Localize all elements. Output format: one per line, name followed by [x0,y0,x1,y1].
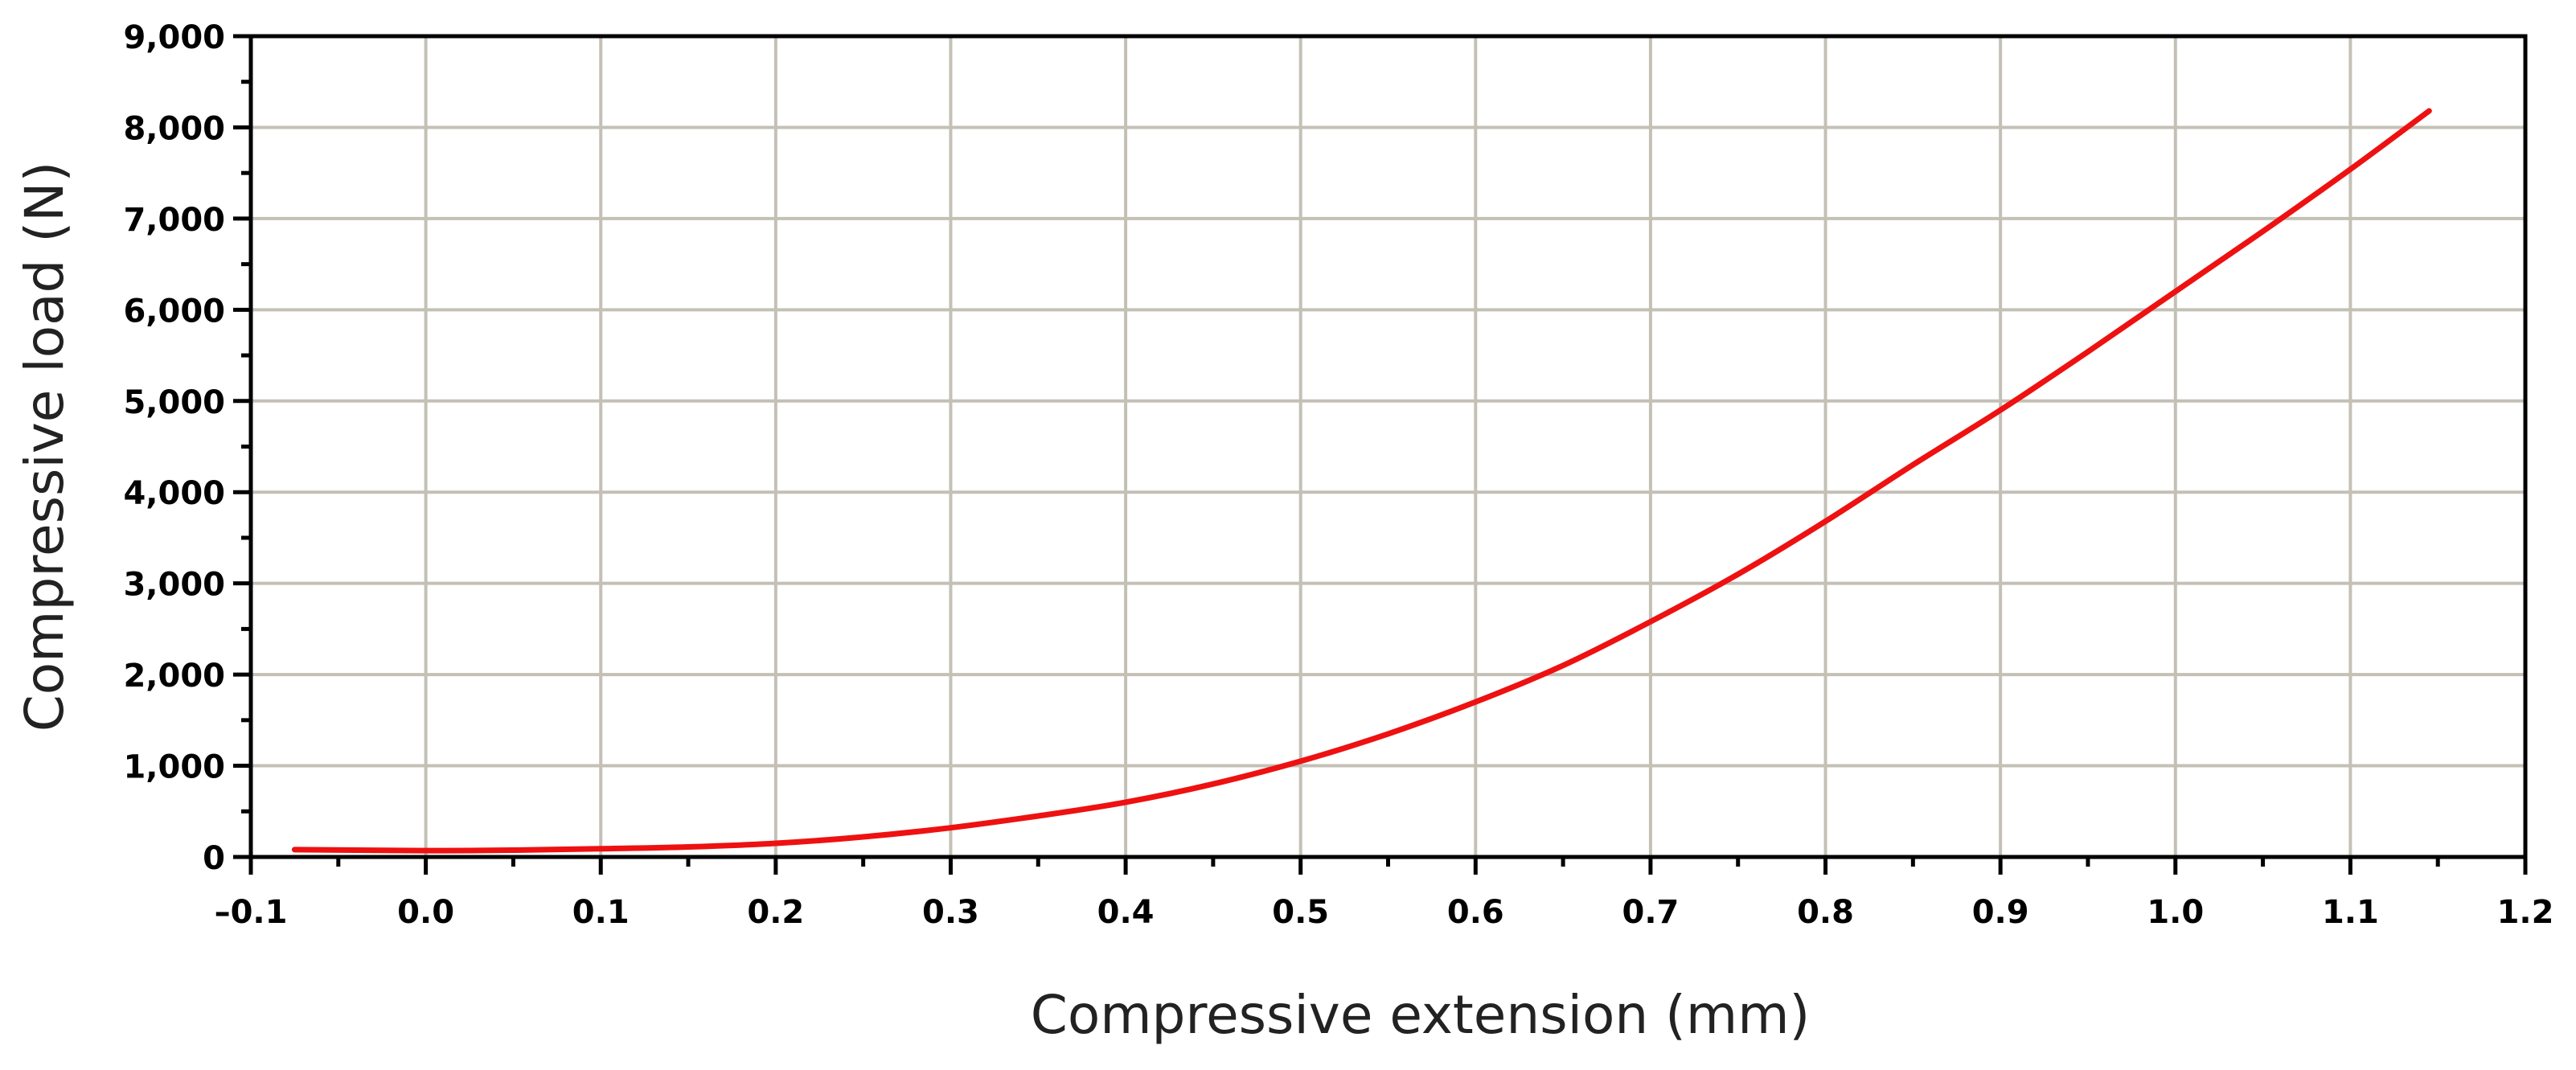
x-tick-label: 0.7 [1622,894,1679,931]
y-tick-label: 5,000 [123,384,225,421]
series-line [291,108,2432,854]
y-tick-label: 3,000 [123,567,225,604]
y-tick-label: 7,000 [123,202,225,239]
x-tick-label: 0.3 [922,894,979,931]
x-tick-labels: –0.1 0.0 0.1 0.2 0.3 0.4 0.5 0.6 0.7 0.8 0.9 1.0 1.1… [215,894,2554,931]
series-layer [291,108,2432,854]
x-tick-label: 0.5 [1272,894,1329,931]
y-tick-label: 2,000 [123,658,225,695]
x-tick-label: 1.1 [2322,894,2379,931]
x-tick-label: 0.9 [1972,894,2029,931]
y-tick-label: 8,000 [123,110,225,147]
x-tick-label: 0.1 [572,894,630,931]
x-tick-label: –0.1 [215,894,288,931]
x-tick-label: 0.0 [397,894,454,931]
x-tick-label: 0.4 [1097,894,1155,931]
y-tick-label: 1,000 [123,749,225,786]
y-axis-title: Compressive load (N) [14,162,76,732]
y-tick-label: 6,000 [123,293,225,330]
x-tick-label: 0.6 [1447,894,1504,931]
x-axis-title: Compressive extension (mm) [1031,984,1811,1046]
axis-ticks [233,34,2528,875]
x-tick-label: 1.2 [2497,894,2554,931]
x-tick-label: 0.8 [1797,894,1854,931]
x-tick-label: 1.0 [2147,894,2204,931]
y-tick-label: 9,000 [123,19,225,56]
x-tick-label: 0.2 [747,894,804,931]
grid-lines [251,36,2525,857]
y-tick-label: 4,000 [123,475,225,512]
y-tick-label: 0 [203,840,225,877]
y-tick-labels: 0 1,000 2,000 3,000 4,000 5,000 6,000 7,000 8,00… [123,19,225,877]
